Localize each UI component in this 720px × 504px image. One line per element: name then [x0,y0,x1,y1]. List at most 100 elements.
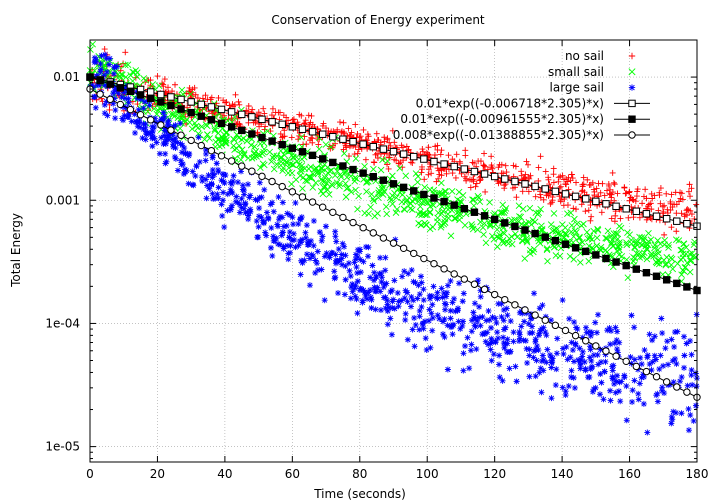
fit-marker [106,80,114,88]
data-point [280,223,287,230]
fit-marker [632,265,640,273]
data-point [433,218,441,226]
data-point [610,230,618,237]
data-point [550,179,557,186]
data-point [492,338,499,345]
fit-marker [136,91,145,99]
data-point [384,135,391,142]
data-point [125,95,132,102]
data-point [214,191,221,198]
fit-marker [501,295,509,304]
data-point [475,277,482,284]
data-point [498,161,505,168]
data-point [635,396,642,403]
data-point [395,298,402,305]
data-point [486,198,493,206]
data-point [581,358,588,365]
data-point [377,254,384,261]
data-point [493,319,500,326]
data-point [648,190,655,197]
data-point [279,214,286,221]
data-point [456,212,464,220]
data-point [208,94,215,101]
data-point [597,189,604,196]
data-point [428,170,435,177]
data-point [289,214,296,221]
data-point [142,136,149,143]
data-point [482,163,489,170]
data-point [447,315,454,322]
data-point [550,210,558,217]
data-point [89,40,96,48]
data-point [672,355,679,362]
data-point [572,342,579,349]
data-point [289,116,296,123]
data-point [570,374,577,381]
data-point [317,175,325,183]
fit-marker [531,229,539,238]
data-point [302,234,309,241]
data-point [110,90,117,97]
data-point [336,182,343,190]
data-point [171,153,178,160]
fit-marker [197,100,205,109]
data-point [306,174,314,181]
data-point [347,188,355,196]
legend-label: no sail [565,49,604,63]
data-point [164,84,171,91]
data-point [389,172,396,180]
data-point [368,296,375,303]
data-point [268,112,275,119]
fit-marker [359,224,367,232]
data-point [354,254,361,261]
data-point [169,88,176,95]
fit-marker [673,383,681,391]
data-point [543,359,550,366]
data-point [277,154,284,162]
data-point [298,112,305,119]
fit-marker [612,258,620,266]
data-point [528,323,535,330]
data-point [128,118,135,125]
data-point [120,89,127,96]
data-point [477,322,484,329]
data-point [144,108,152,115]
fit-marker [207,116,216,124]
data-point [290,116,297,123]
data-point [612,230,620,237]
fit-marker [359,140,367,148]
data-point [318,237,325,244]
data-point [367,203,374,211]
fit-marker [511,222,519,231]
data-point [340,119,347,126]
data-point [578,188,585,195]
data-point [263,232,270,239]
data-point [583,228,591,236]
data-point [538,227,546,234]
data-point [410,278,417,285]
data-point [460,290,467,297]
data-point [135,106,142,113]
data-point [588,357,595,364]
data-point [526,373,533,380]
data-point [510,162,517,169]
data-point [245,212,252,219]
data-point [686,250,694,258]
data-point [249,106,256,113]
data-point [607,341,614,348]
data-point [412,279,419,286]
data-point [657,352,664,359]
data-point [191,84,198,91]
data-point [569,175,576,182]
data-point [345,260,352,267]
fit-marker [268,118,276,126]
fit-marker [157,90,165,99]
data-point [323,125,330,132]
data-point [409,197,416,205]
data-point [623,383,630,390]
data-point [545,174,552,181]
fit-marker [167,126,175,134]
data-point [690,241,698,248]
fit-marker [268,177,276,186]
data-point [562,392,569,399]
